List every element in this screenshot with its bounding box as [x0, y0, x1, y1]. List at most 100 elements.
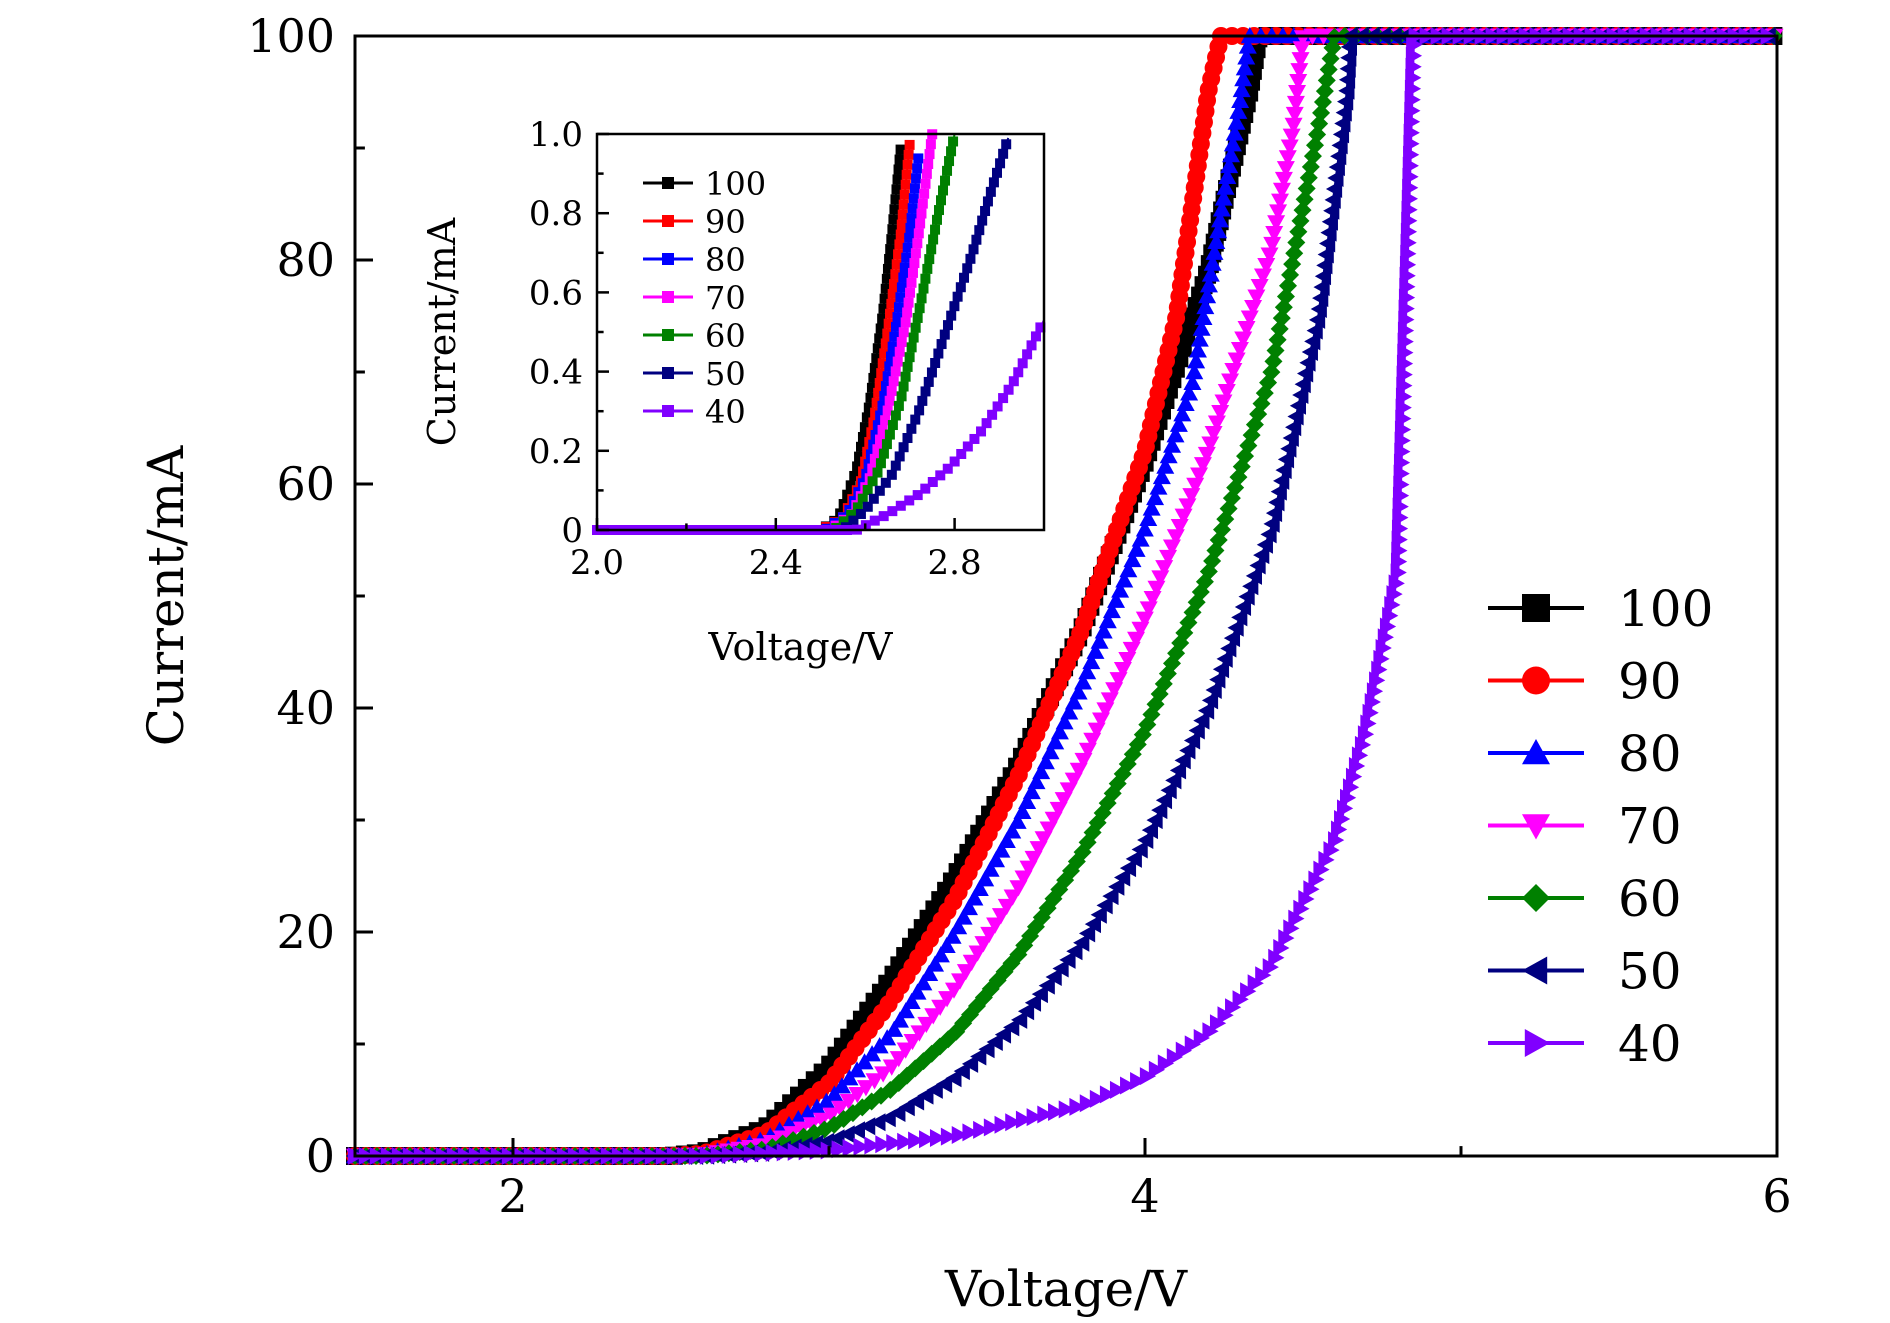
main-series-80-point	[1018, 792, 1037, 810]
main-series-40-point	[1293, 899, 1310, 918]
main-series-50-point	[1146, 811, 1163, 830]
inset-series-60-point	[904, 352, 915, 363]
main-series-40-point	[1318, 850, 1335, 869]
inset-series-90-point	[883, 318, 894, 329]
main-series-80-point	[1102, 601, 1121, 619]
main-series-40-point	[1139, 1067, 1157, 1086]
main-series-80-point	[1183, 373, 1202, 391]
main-series-40-point	[1278, 929, 1295, 948]
main-series-50-point	[1308, 310, 1326, 329]
inset-series-60-point	[922, 263, 933, 274]
inset-series-100-point	[855, 441, 866, 452]
main-series-70-point	[1247, 289, 1266, 306]
inset-series-80-point	[891, 321, 902, 332]
main-series-70-point	[1244, 300, 1263, 317]
main-series-40-point	[1109, 1080, 1127, 1099]
inset-series-60-point	[898, 381, 909, 392]
main-series-80-point	[992, 841, 1011, 858]
main-legend-marker	[1524, 1029, 1550, 1057]
main-series-50-point	[1265, 504, 1283, 523]
inset-series-70-point	[890, 366, 901, 377]
main-series-50-point	[1188, 721, 1205, 740]
inset-series-70-point	[875, 434, 886, 445]
inset-series-80-point	[879, 390, 890, 401]
inset-series-80-point	[892, 312, 903, 323]
main-series-80-point	[1222, 146, 1241, 163]
main-series-50-point	[1209, 670, 1226, 689]
main-series-50-point	[1310, 300, 1327, 319]
main-series-80-point	[1064, 693, 1083, 710]
main-series-40-point	[886, 1133, 903, 1152]
main-series-80-point	[1188, 341, 1207, 358]
main-series-50-point	[1212, 660, 1230, 679]
inset-series-80-point	[906, 213, 917, 224]
main-series-40-point	[1005, 1113, 1022, 1132]
main-series-50-point	[1114, 868, 1131, 887]
inset-series-90-point	[882, 328, 893, 339]
inset-series-50-point	[965, 253, 976, 264]
inset-series-80-point	[893, 302, 904, 313]
inset-series-90-point	[879, 348, 890, 359]
inset-series-100-point	[872, 343, 883, 354]
inset-series-60-point	[875, 458, 886, 469]
main-series-70-point	[856, 1080, 875, 1097]
main-series-80-point	[920, 964, 939, 981]
inset-series-50-point	[923, 376, 934, 387]
inset-legend-label: 100	[705, 165, 766, 203]
main-series-70-point	[1230, 341, 1249, 359]
main-series-50-point	[1275, 461, 1292, 480]
main-x-tick-label: 2	[498, 1169, 527, 1223]
main-series-70-point	[1197, 446, 1216, 464]
inset-legend-label: 90	[705, 203, 746, 241]
inset-series-70-point	[909, 258, 920, 269]
inset-series-90-point	[890, 269, 901, 280]
inset-series-40-point	[956, 448, 967, 459]
main-series-50-point	[1292, 386, 1309, 405]
inset-series-70-point	[924, 149, 935, 160]
main-series-40-point	[1069, 1097, 1086, 1116]
inset-series-50-point	[886, 469, 897, 480]
main-series-50-point	[1340, 48, 1357, 67]
main-series-80-point	[959, 898, 978, 916]
main-series-80-point	[1111, 581, 1130, 598]
main-series-80-point	[1082, 652, 1101, 670]
main-series-80-point	[1207, 232, 1226, 250]
main-series-70-point	[1291, 52, 1310, 69]
inset-series-100-point	[887, 224, 898, 235]
main-series-50-point	[1316, 256, 1333, 275]
main-series-70-point	[1237, 321, 1256, 338]
inset-series-60-point	[872, 467, 883, 478]
inset-series-70-point	[923, 158, 934, 169]
main-series-80-point	[798, 1104, 817, 1121]
main-series-50-point	[1205, 680, 1222, 699]
main-series-70-point	[1214, 394, 1233, 411]
main-series-80-point	[1008, 812, 1027, 829]
inset-series-40-point	[962, 441, 973, 452]
inset-series-50-point	[848, 515, 859, 526]
main-y-tick-label: 80	[276, 233, 335, 287]
main-series-80-point	[1032, 762, 1051, 780]
main-series-80-point	[1041, 743, 1060, 760]
main-series-70-point	[896, 1042, 915, 1059]
main-series-70-point	[865, 1073, 884, 1090]
main-series-50-point	[1334, 114, 1351, 133]
inset-series-100-point	[894, 154, 905, 165]
inset-series-50-point	[968, 244, 979, 255]
inset-series-70-point	[915, 218, 926, 229]
inset-series-60-point	[924, 254, 935, 265]
inset-series-80-point	[901, 252, 912, 263]
inset-series-50-point	[939, 329, 950, 340]
main-series-80-point	[1142, 499, 1161, 516]
main-series-70-point	[1211, 404, 1230, 422]
main-series-40-point	[951, 1125, 968, 1144]
main-x-tick-label: 4	[1130, 1169, 1159, 1223]
main-series-80-point	[1232, 80, 1251, 98]
main-series-40-point	[1268, 948, 1285, 967]
main-series-80-point	[1119, 561, 1138, 578]
main-series-50-point	[1282, 428, 1299, 447]
inset-series-50-point	[962, 263, 973, 274]
main-series-50-point	[1304, 332, 1321, 351]
main-series-80-point	[1098, 612, 1117, 629]
main-series-50-point	[1280, 439, 1297, 458]
